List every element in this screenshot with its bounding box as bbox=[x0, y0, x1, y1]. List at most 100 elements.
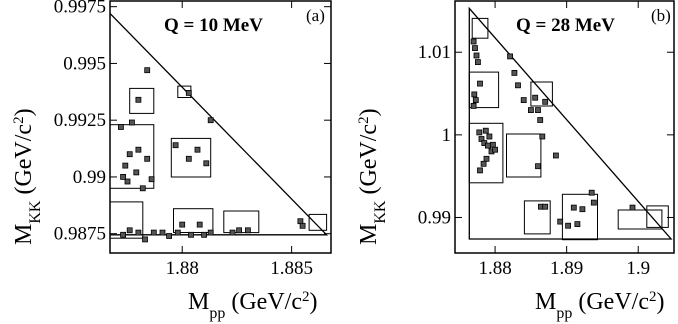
panel-label-b: (b) bbox=[651, 6, 671, 25]
point-b-41 bbox=[629, 204, 636, 211]
point-a-27 bbox=[207, 229, 214, 236]
point-a-6 bbox=[133, 169, 140, 176]
y-axis-title-b-sub: KK bbox=[372, 200, 389, 224]
point-b-3 bbox=[474, 59, 481, 65]
point-b-19 bbox=[477, 167, 483, 174]
x-tick-label-a-1: 1.885 bbox=[270, 258, 313, 279]
point-a-18 bbox=[203, 160, 210, 167]
x-tick-label-a-0: 1.88 bbox=[166, 258, 199, 279]
point-b-21 bbox=[511, 70, 518, 76]
boundary-triangle-a bbox=[110, 12, 329, 236]
point-a-29 bbox=[229, 229, 236, 236]
y-tick-label-a-3: 0.995 bbox=[63, 53, 106, 74]
point-a-16 bbox=[194, 146, 201, 153]
panel-label-a: (a) bbox=[306, 6, 325, 25]
point-a-7 bbox=[124, 178, 131, 185]
point-group-a bbox=[118, 67, 306, 243]
box-b-6 bbox=[561, 193, 599, 241]
point-a-12 bbox=[135, 96, 142, 103]
box-b-7 bbox=[617, 209, 663, 230]
point-b-27 bbox=[542, 98, 549, 105]
point-a-5 bbox=[122, 162, 129, 169]
point-a-35 bbox=[135, 229, 142, 236]
point-b-33 bbox=[542, 203, 549, 210]
kinematic-boundary-a bbox=[110, 12, 329, 236]
point-b-36 bbox=[570, 204, 577, 211]
y-tick-label-b-2: 1.01 bbox=[418, 42, 451, 63]
point-a-32 bbox=[299, 222, 306, 229]
point-b-38 bbox=[579, 206, 586, 213]
point-b-8 bbox=[476, 129, 483, 136]
box-b-3 bbox=[468, 122, 504, 184]
box-a-3 bbox=[170, 137, 212, 178]
point-b-16 bbox=[480, 160, 487, 167]
point-a-23 bbox=[159, 229, 166, 236]
point-b-37 bbox=[574, 221, 581, 228]
point-b-23 bbox=[520, 97, 527, 103]
x-axis-title-a-sub: pp bbox=[209, 305, 225, 322]
y-axis-title-a-unit: (GeV/c bbox=[11, 124, 37, 201]
plot-area-frame-a bbox=[109, 0, 332, 254]
box-b-5 bbox=[523, 200, 551, 235]
point-a-4 bbox=[144, 155, 151, 162]
box-b-2 bbox=[530, 81, 553, 107]
point-a-34 bbox=[120, 231, 126, 238]
x-axis-title-b-close: ) bbox=[656, 289, 664, 315]
y-tick-label-a-1: 0.99 bbox=[73, 167, 106, 188]
y-tick-label-a-2: 0.9925 bbox=[54, 110, 106, 131]
x-tick-label-b-0: 1.88 bbox=[478, 258, 511, 279]
point-b-24 bbox=[528, 107, 534, 113]
point-a-14 bbox=[207, 117, 214, 124]
x-tick-label-b-2: 1.9 bbox=[626, 258, 650, 279]
y-ticks-a: 0.9875 0.99 0.9925 0.995 0.9975 bbox=[54, 0, 331, 245]
point-a-0 bbox=[118, 124, 124, 130]
point-b-2 bbox=[473, 52, 480, 59]
x-axis-title-b-sub: pp bbox=[556, 305, 572, 322]
x-axis-title-a: Mpp (GeV/c2) bbox=[188, 289, 317, 322]
point-b-7 bbox=[470, 103, 477, 109]
point-a-17 bbox=[185, 155, 192, 162]
point-a-1 bbox=[128, 119, 135, 126]
y-axis-title-b-main: M bbox=[356, 224, 382, 245]
x-ticks-b: 1.88 1.89 1.9 bbox=[478, 1, 650, 279]
plot-area-frame-b bbox=[454, 0, 675, 254]
point-b-29 bbox=[539, 133, 546, 140]
point-b-1 bbox=[472, 45, 478, 51]
point-a-10 bbox=[139, 185, 146, 192]
point-a-13 bbox=[185, 90, 192, 96]
box-group-a bbox=[110, 85, 328, 239]
point-b-35 bbox=[565, 222, 571, 229]
point-a-15 bbox=[172, 142, 179, 149]
point-a-30 bbox=[244, 227, 251, 234]
point-a-2 bbox=[135, 146, 142, 153]
point-a-8 bbox=[120, 173, 126, 180]
point-b-15 bbox=[483, 155, 490, 162]
point-b-28 bbox=[537, 117, 544, 123]
point-a-26 bbox=[201, 231, 208, 238]
point-b-5 bbox=[471, 91, 478, 98]
y-axis-title-b: MKK (GeV/c2) bbox=[356, 108, 389, 245]
point-a-25 bbox=[188, 231, 194, 238]
point-b-34 bbox=[557, 218, 564, 225]
box-b-0 bbox=[471, 17, 489, 39]
point-b-11 bbox=[486, 133, 493, 140]
y-axis-title-a-main: M bbox=[11, 224, 37, 245]
point-b-13 bbox=[484, 142, 491, 149]
y-axis-title-a-close: ) bbox=[11, 108, 37, 116]
y-axis-title-a: MKK (GeV/c2) bbox=[11, 108, 44, 245]
point-b-25 bbox=[535, 107, 541, 113]
point-a-28 bbox=[236, 227, 243, 234]
y-ticks-b: 0.99 1 1.01 bbox=[418, 42, 674, 228]
box-group-b bbox=[468, 17, 669, 241]
panel-a: 0.9875 0.99 0.9925 0.995 0.9975 1.88 1.885 Q … bbox=[11, 0, 332, 322]
point-b-18 bbox=[492, 146, 499, 153]
point-b-20 bbox=[507, 53, 514, 60]
box-b-1 bbox=[468, 71, 500, 109]
point-b-4 bbox=[477, 80, 483, 87]
y-tick-label-a-0: 0.9875 bbox=[54, 224, 106, 245]
point-a-21 bbox=[174, 229, 181, 236]
x-axis-title-b-sup: 2 bbox=[649, 289, 657, 305]
y-tick-label-b-1: 1 bbox=[442, 125, 452, 146]
point-b-40 bbox=[590, 199, 597, 206]
